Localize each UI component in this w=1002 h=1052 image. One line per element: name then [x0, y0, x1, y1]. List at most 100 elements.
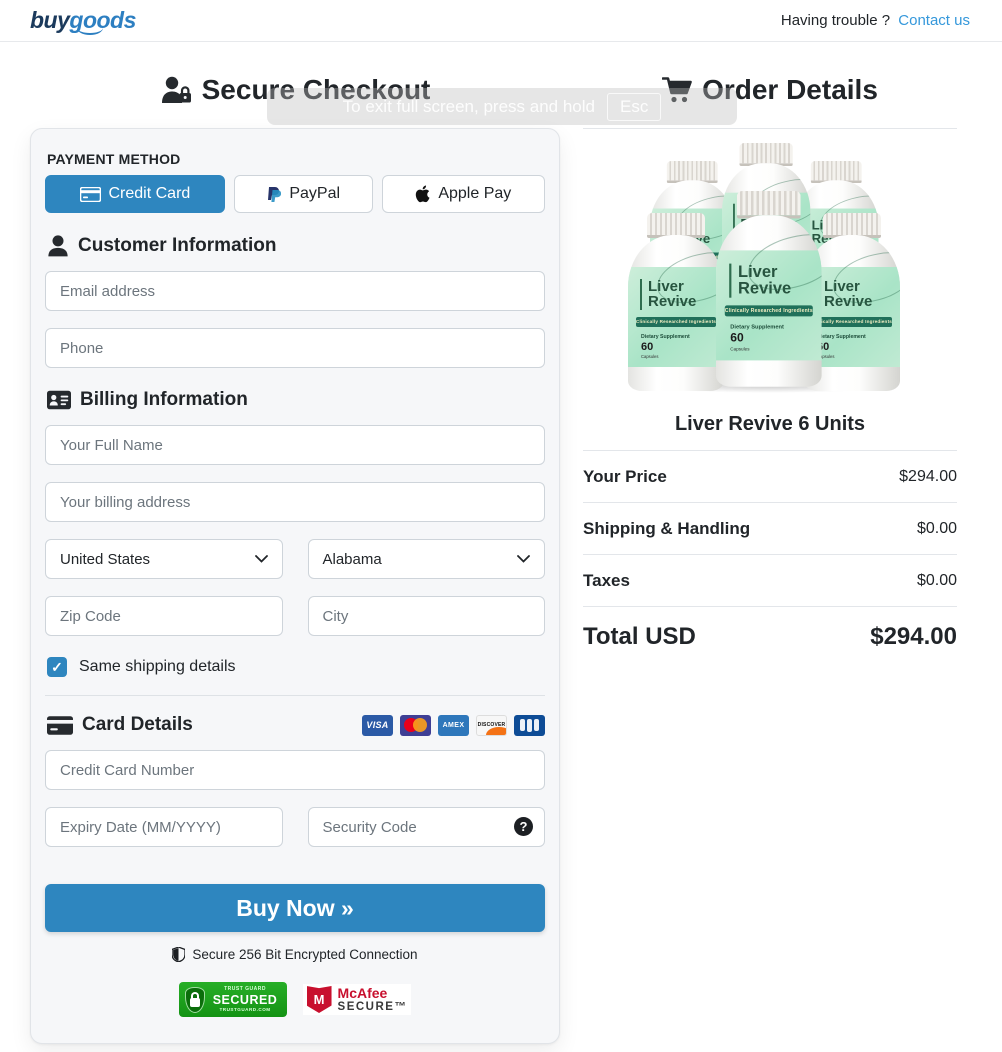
bottle-label: Liver Revive Clinically Researched Ingre… [716, 228, 822, 361]
secure-connection-note: Secure 256 Bit Encrypted Connection [45, 947, 545, 962]
paypal-tab-label: PayPal [289, 185, 341, 202]
zip-city-row [45, 596, 545, 653]
order-details-label: Order Details [702, 74, 878, 105]
apple-pay-tab-label: Apple Pay [438, 185, 512, 202]
card-number-field[interactable] [45, 750, 545, 790]
payment-card-panel: PAYMENT METHOD Credit Card [30, 128, 560, 1044]
credit-card-icon [47, 715, 73, 735]
bottle-brand-text: Liver Revive [816, 279, 900, 310]
help-area: Having trouble ? Contact us [781, 12, 970, 29]
apple-pay-tab[interactable]: Apple Pay [381, 175, 545, 213]
logo-swoosh [77, 28, 103, 35]
bottle-subtitle-text: Dietary Supplement [817, 333, 866, 340]
payment-method-label: PAYMENT METHOD [47, 151, 181, 167]
contact-us-link[interactable]: Contact us [898, 12, 970, 29]
card-details-label: Card Details [82, 714, 193, 735]
bottle-body: Liver Revive Clinically Researched Ingre… [628, 235, 724, 391]
state-select[interactable]: Alabama [307, 539, 545, 579]
order-heading-divider [583, 128, 957, 129]
trust-guard-url-text: TRUSTGUARD.COM [219, 1006, 271, 1012]
customer-information-heading: Customer Information [47, 235, 545, 257]
bottle-subtitle-text: Dietary Supplement [730, 323, 784, 331]
same-shipping-row: ✓ Same shipping details [47, 657, 545, 677]
bottle-body: Liver Revive Clinically Researched Ingre… [716, 215, 822, 387]
bottle-count-text: 60 [730, 331, 744, 345]
section-divider [45, 695, 545, 696]
shipping-row: Shipping & Handling $0.00 [583, 503, 957, 555]
bottle-count-text: 60 [817, 340, 830, 353]
amex-card-icon: AMEX [438, 714, 469, 736]
country-select[interactable]: United States [45, 539, 283, 579]
bottle-count-text: 60 [641, 340, 654, 353]
chevron-down-icon [517, 555, 530, 563]
price-row-value: $294.00 [899, 467, 957, 485]
logo-text-buy: buy [30, 7, 70, 33]
accepted-card-brands: VISA AMEX DISCOVER [362, 714, 545, 736]
phone-field[interactable] [45, 328, 545, 368]
expiry-cvv-row: ? [45, 807, 545, 864]
bottle-band-text: Clinically Researched Ingredients [811, 316, 893, 327]
apple-icon [416, 185, 430, 203]
security-code-field[interactable] [307, 807, 545, 847]
credit-card-white-icon [79, 186, 101, 202]
credit-card-tab-label: Credit Card [108, 185, 191, 202]
bottle-unit-text: Capsules [730, 345, 750, 352]
shield-icon [172, 947, 186, 962]
product-name: Liver Revive 6 Units [583, 397, 957, 451]
billing-address-field[interactable] [45, 482, 545, 522]
mcafee-name-text: McAfee [337, 985, 388, 1002]
price-row: Your Price $294.00 [583, 451, 957, 503]
bottle-unit-text: Capsules [641, 353, 659, 359]
total-label: Total USD [583, 623, 696, 650]
same-shipping-label: Same shipping details [79, 658, 236, 675]
paypal-tab[interactable]: PayPal [233, 175, 373, 213]
secure-checkout-label: Secure Checkout [201, 74, 431, 105]
billing-information-label: Billing Information [80, 389, 248, 410]
credit-card-tab[interactable]: Credit Card [45, 175, 225, 213]
secure-connection-text: Secure 256 Bit Encrypted Connection [192, 947, 418, 962]
order-column: Order Details Liver Revive Clinically Re… [583, 60, 957, 1044]
shipping-row-label: Shipping & Handling [583, 518, 751, 538]
customer-information-label: Customer Information [78, 235, 277, 256]
bottle-brand-text: Liver Revive [640, 279, 724, 310]
bottle-label: Liver Revive Clinically Researched Ingre… [628, 246, 724, 367]
jcb-card-icon [514, 714, 545, 736]
country-select-value: United States [60, 550, 151, 568]
billing-information-heading: Billing Information [47, 389, 545, 411]
city-field[interactable] [307, 596, 545, 636]
state-select-value: Alabama [322, 550, 382, 568]
mastercard-icon [400, 714, 431, 736]
paypal-icon [268, 186, 282, 202]
id-card-icon [47, 390, 71, 410]
bottle-brand-text: Liver Revive [729, 263, 821, 297]
buy-now-button[interactable]: Buy Now » [45, 884, 545, 932]
secure-checkout-title: Secure Checkout [30, 60, 560, 128]
email-field[interactable] [45, 271, 545, 311]
chevron-down-icon [254, 555, 268, 563]
person-icon [48, 235, 68, 257]
full-name-field[interactable] [45, 425, 545, 465]
bottle-unit-text: Capsules [817, 353, 835, 359]
bottle-band-text: Clinically Researched Ingredients [724, 304, 814, 316]
total-value: $294.00 [870, 623, 957, 650]
taxes-row: Taxes $0.00 [583, 555, 957, 607]
bottle-subtitle-text: Dietary Supplement [641, 333, 690, 340]
visa-card-icon: VISA [362, 714, 393, 736]
security-code-help-icon[interactable]: ? [514, 817, 533, 836]
help-text: Having trouble ? [780, 12, 891, 29]
payment-method-options: Credit Card PayPal A [45, 175, 545, 213]
mcafee-secure-text: SECURE™ [337, 1000, 408, 1013]
product-image: Liver Revive Clinically Researched Ingre… [620, 141, 920, 393]
expiry-date-field[interactable] [45, 807, 283, 847]
same-shipping-checkbox[interactable]: ✓ [47, 657, 67, 677]
product-bottle: Liver Revive Clinically Researched Ingre… [716, 191, 822, 387]
buygoods-logo[interactable]: buygoods [30, 7, 136, 35]
mcafee-shield-icon: M [306, 986, 332, 1013]
taxes-row-label: Taxes [583, 570, 630, 590]
trust-badges-row: TRUST GUARD SECURED TRUSTGUARD.COM M McA… [45, 982, 545, 1017]
checkout-column: Secure Checkout PAYMENT METHOD Credit Ca… [30, 60, 560, 1044]
main-content: Secure Checkout PAYMENT METHOD Credit Ca… [0, 42, 1002, 1044]
card-details-heading: Card Details VISA AMEX DISCOVER [47, 714, 545, 736]
trust-guard-top-text: TRUST GUARD [224, 985, 266, 992]
zip-code-field[interactable] [45, 596, 283, 636]
